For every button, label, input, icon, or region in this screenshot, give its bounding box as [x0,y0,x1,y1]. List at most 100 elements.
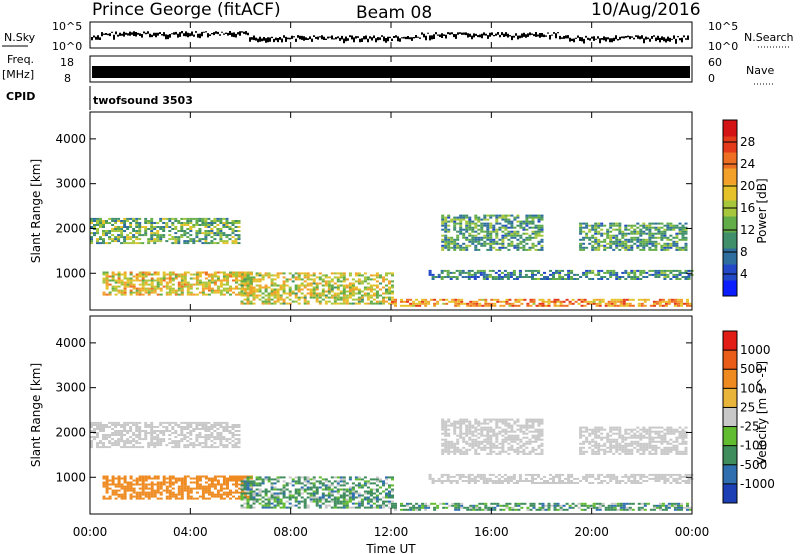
echo-cell [228,432,232,434]
echo-cell [330,476,334,479]
echo-cell [571,506,575,509]
echo-cell [207,242,211,245]
echo-cell [571,502,575,505]
echo-cell [342,278,346,281]
echo-cell [606,446,610,449]
nsky-tick-low: 10^0 [52,40,82,53]
echo-cell [219,424,223,426]
echo-cell [129,477,133,480]
echo-cell [114,489,118,492]
echo-cell [577,506,581,509]
echo-cell [213,220,217,222]
echo-cell [342,478,346,481]
echo-cell [537,226,541,229]
echo-cell [409,304,413,307]
echo-cell [342,488,346,491]
echo-cell [120,228,124,230]
echo-cell [475,304,479,307]
echo-cell [657,480,661,482]
echo-cell [440,473,444,476]
echo-cell [336,480,340,483]
echo-cell [276,296,280,299]
echo-cell [138,475,142,478]
echo-cell [666,238,670,241]
echo-cell [583,508,587,511]
echo-cell [204,424,208,426]
echo-cell [177,424,181,426]
echo-cell [201,493,205,496]
echo-cell [126,283,130,286]
echo-cell [678,271,682,274]
echo-cell [513,226,517,229]
echo-cell [645,475,649,478]
echo-cell [240,292,244,295]
echo-cell [207,275,211,278]
echo-cell [594,428,598,431]
echo-cell [238,279,241,282]
echo-cell [333,286,337,289]
echo-cell [282,288,286,291]
echo-cell [162,228,166,230]
echo-cell [531,434,535,437]
echo-cell [475,300,479,303]
echo-cell [324,290,328,293]
echo-cell [234,226,238,228]
echo-cell [138,242,142,245]
echo-cell [171,432,175,434]
echo-cell [585,428,589,431]
echo-cell [183,285,187,288]
echo-cell [415,508,419,511]
echo-cell [135,477,139,480]
echo-cell [168,279,172,282]
echo-cell [537,444,541,447]
echo-cell [678,482,682,484]
echo-cell [372,288,376,291]
echo-cell [360,494,364,497]
echo-cell [132,495,136,498]
echo-cell [489,248,493,251]
echo-cell [433,304,437,307]
echo-cell [126,446,130,449]
echo-cell [186,444,190,447]
echo-cell [480,430,484,433]
echo-cell [108,279,112,282]
echo-cell [457,300,461,303]
echo-cell [616,502,620,505]
echo-cell [235,479,238,482]
echo-cell [150,289,154,292]
echo-cell [198,479,202,482]
echo-cell [372,292,376,295]
echo-cell [570,276,574,278]
echo-cell [117,236,121,239]
echo-cell [276,294,280,297]
echo-cell [270,302,274,305]
echo-cell [447,244,451,247]
echo-cell [117,281,121,284]
echo-cell [354,476,358,479]
echo-cell [615,234,619,237]
echo-cell [174,238,178,241]
echo-cell [510,214,514,217]
echo-cell [288,494,292,497]
echo-cell [369,490,373,493]
echo-cell [459,450,463,453]
echo-cell [430,298,434,301]
echo-cell [282,476,286,479]
echo-cell [433,298,437,301]
echo-cell [243,488,247,491]
echo-cell [490,302,494,305]
echo-cell [363,288,367,291]
echo-cell [180,217,184,220]
echo-cell [672,240,676,243]
echo-cell [594,240,598,243]
echo-cell [633,477,637,480]
echo-cell [270,284,274,287]
echo-cell [627,450,631,453]
echo-cell [609,238,613,241]
echo-cell [309,482,313,485]
echo-cell [105,497,109,500]
echo-cell [580,304,584,307]
echo-cell [309,294,313,297]
echo-cell [480,440,484,443]
echo-cell [102,475,106,478]
